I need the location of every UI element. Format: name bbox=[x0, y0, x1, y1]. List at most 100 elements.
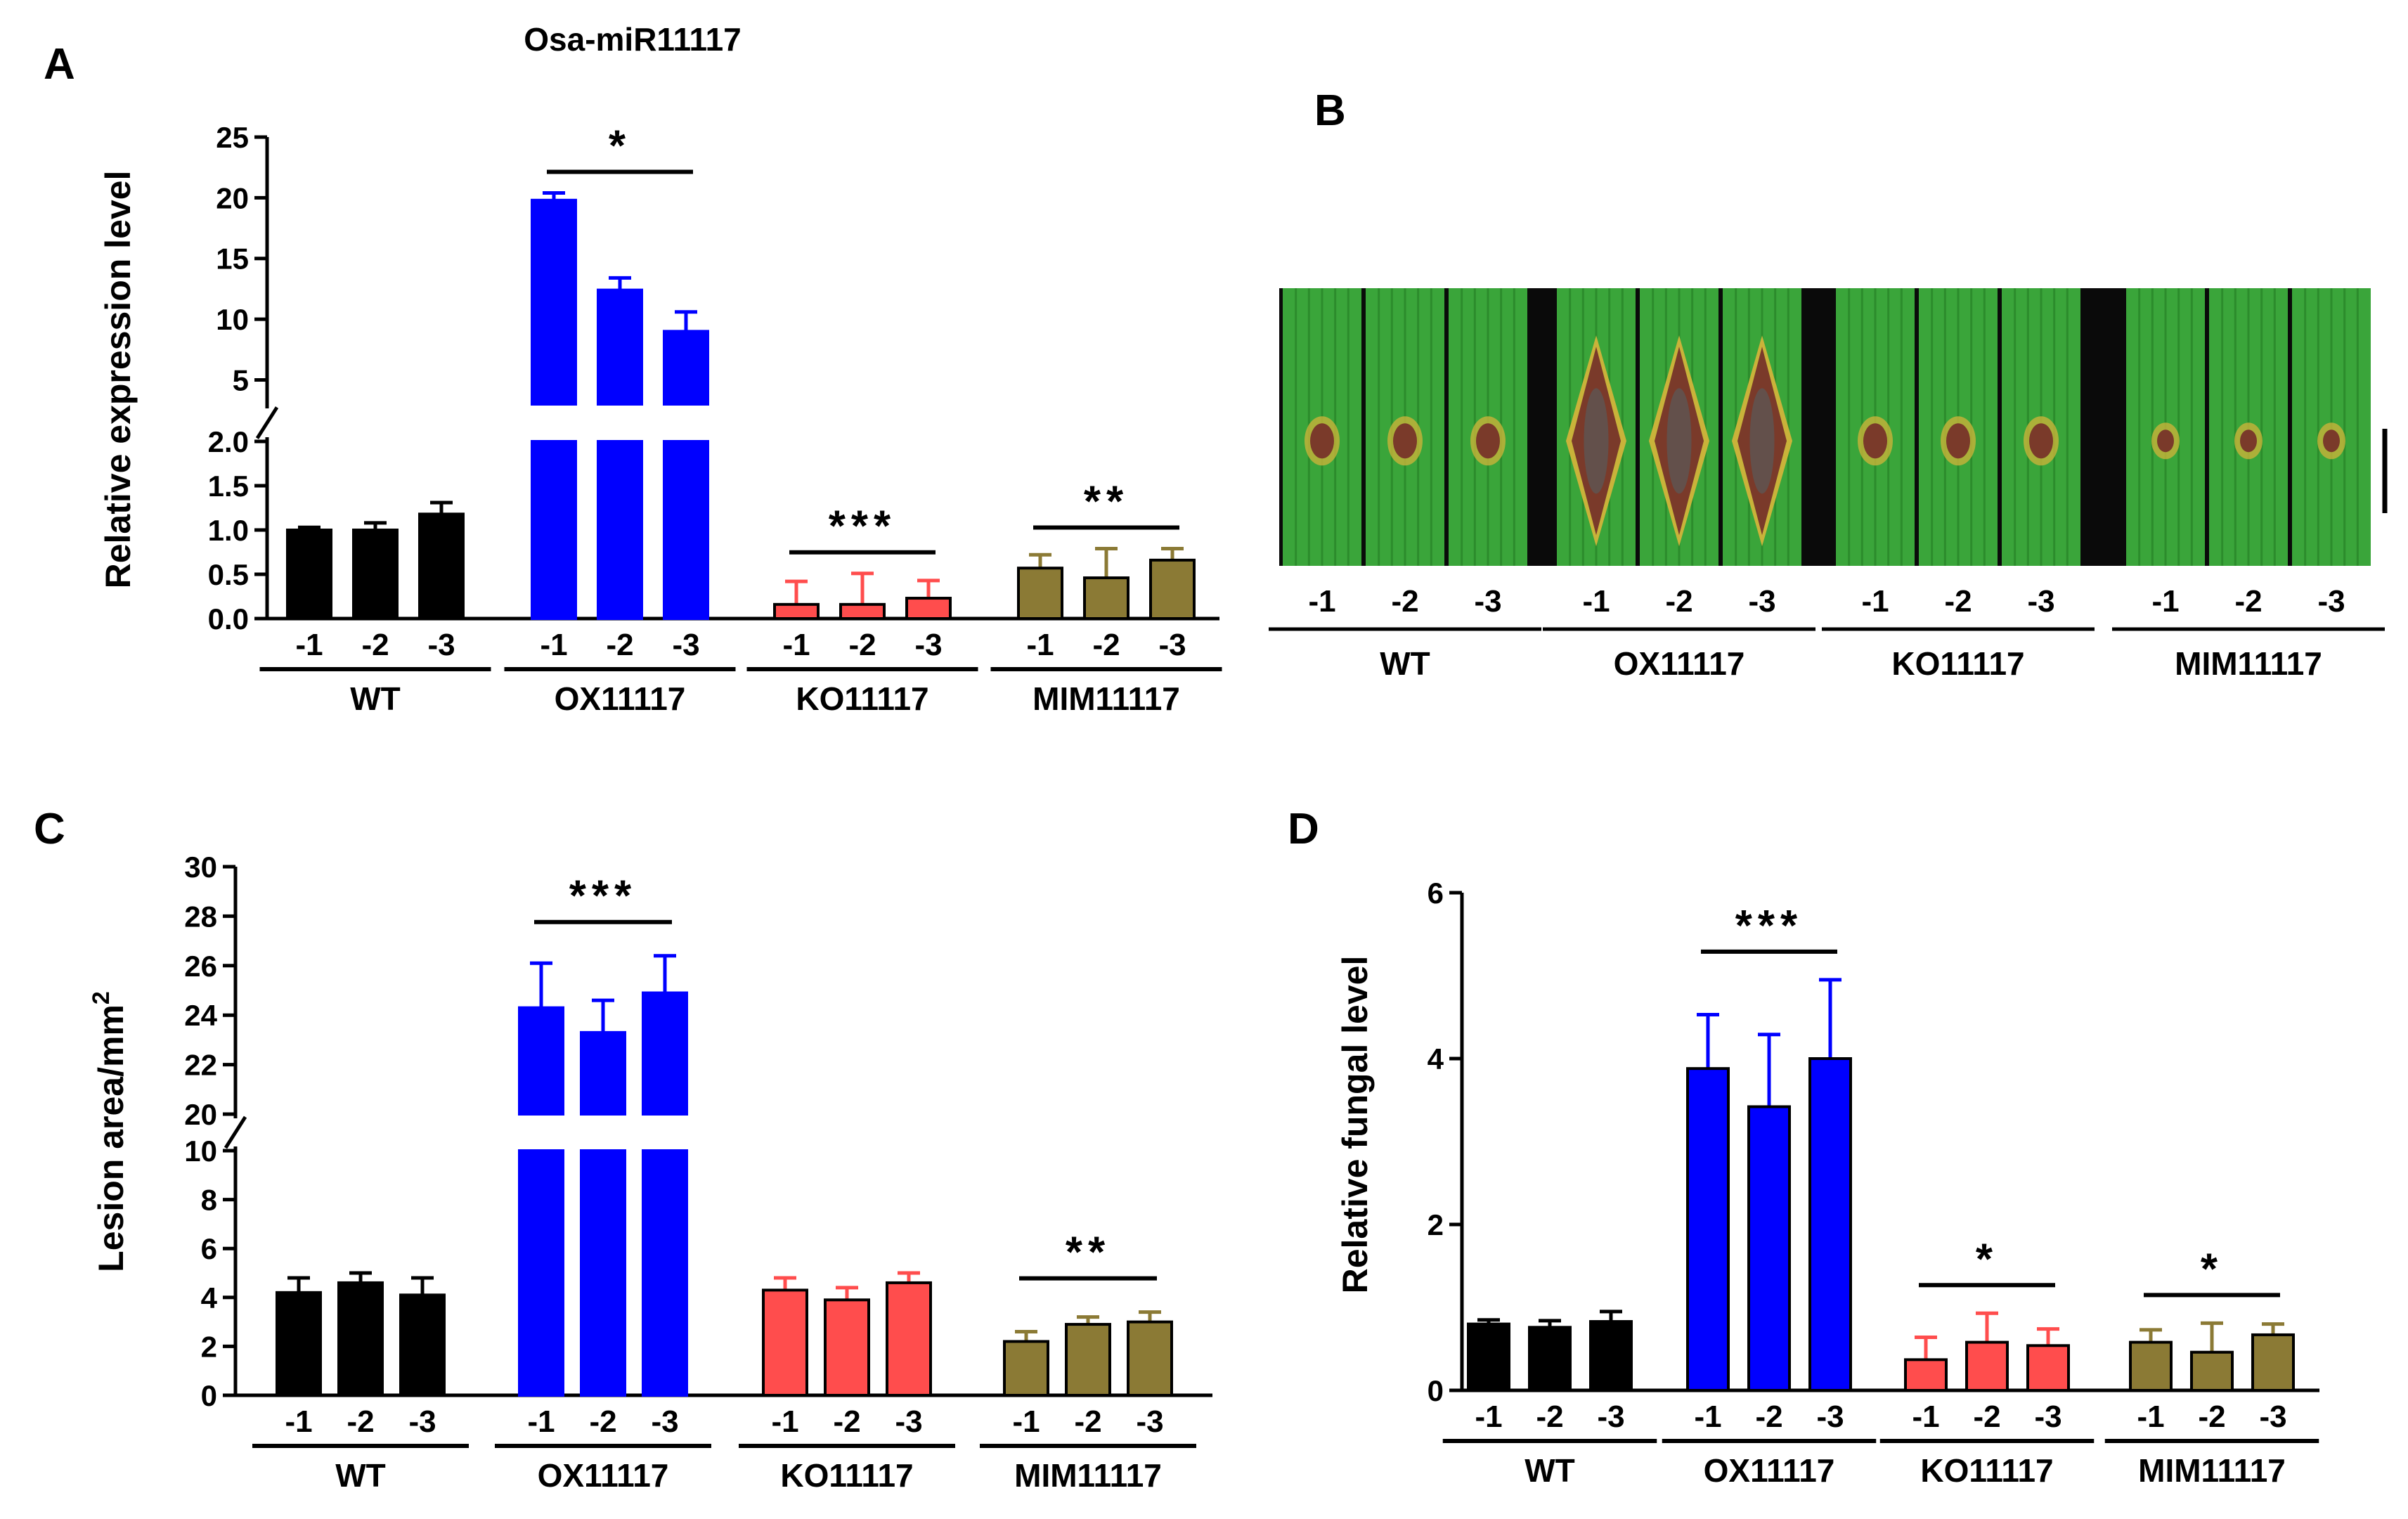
chart-c-group-label: MIM11117 bbox=[1014, 1457, 1162, 1494]
chart-d-group-label: WT bbox=[1525, 1452, 1575, 1489]
leaf-line-label: -2 bbox=[1665, 584, 1692, 619]
leaf-line-label: -2 bbox=[1944, 584, 1972, 619]
chart-a-bar bbox=[286, 529, 332, 620]
lesion-spot bbox=[2157, 429, 2174, 453]
chart-c-ytick-label: 24 bbox=[184, 999, 217, 1032]
chart-c-category-label: -1 bbox=[771, 1404, 798, 1439]
chart-c-axis-break-mark bbox=[224, 1116, 247, 1149]
chart-d-category-label: -1 bbox=[1912, 1400, 1939, 1434]
chart-c-category-label: -2 bbox=[347, 1404, 374, 1439]
chart-c-ytick-label: 26 bbox=[184, 950, 217, 983]
chart-c-ytick-label: 0 bbox=[201, 1379, 217, 1412]
chart-d-ytick-label: 4 bbox=[1428, 1042, 1444, 1075]
chart-a: 0.0 0.5 1.0 1.5 2.0 5 10 15 20 25 Relative express… bbox=[98, 121, 1222, 717]
chart-c-category-label: -2 bbox=[833, 1404, 860, 1439]
chart-c-category-label: -3 bbox=[1136, 1404, 1163, 1439]
chart-c-ytick-label: 2 bbox=[201, 1330, 217, 1363]
chart-a-bar bbox=[531, 198, 577, 406]
chart-a-significance-label: *** bbox=[829, 503, 896, 551]
chart-c-bar bbox=[824, 1298, 870, 1397]
chart-c-bar bbox=[518, 1006, 564, 1116]
chart-a-ytick-label: 1.0 bbox=[208, 514, 249, 547]
chart-a-bar bbox=[663, 440, 709, 620]
chart-c-ytick-label: 8 bbox=[201, 1184, 217, 1217]
lesion-spot bbox=[1863, 423, 1887, 459]
leaf-line-label: -1 bbox=[1861, 584, 1889, 619]
leaf-group-label: MIM11117 bbox=[2175, 645, 2322, 682]
leaf-line-label: -1 bbox=[1308, 584, 1335, 619]
chart-d-significance-label: * bbox=[2201, 1245, 2223, 1293]
panel-a-letter: A bbox=[44, 40, 75, 89]
chart-c-ytick-label: 28 bbox=[184, 900, 217, 933]
chart-d-category-label: -3 bbox=[1597, 1400, 1624, 1434]
chart-c-bar bbox=[1065, 1323, 1111, 1397]
chart-a-bar bbox=[905, 597, 952, 621]
chart-d-bar bbox=[1589, 1320, 1633, 1392]
leaf-group-label: OX11117 bbox=[1614, 645, 1745, 682]
chart-d-ytick-label: 0 bbox=[1428, 1374, 1444, 1407]
chart-d-bar bbox=[1808, 1057, 1852, 1392]
chart-c-bar bbox=[642, 1149, 688, 1397]
leaf-line-label: -2 bbox=[1391, 584, 1418, 619]
chart-d: 0 2 4 6 Relative fungal level -1 -2 -3 WT -1 -2 -3 O… bbox=[1335, 877, 2319, 1489]
chart-d-bar bbox=[1467, 1322, 1510, 1392]
chart-a-category-label: -1 bbox=[1026, 628, 1054, 662]
chart-c-bar bbox=[580, 1030, 626, 1116]
chart-c-category-label: -2 bbox=[589, 1404, 616, 1439]
chart-c-category-label: -2 bbox=[1074, 1404, 1101, 1439]
chart-d-bar bbox=[1965, 1340, 2009, 1392]
chart-c-group-label: OX11117 bbox=[538, 1457, 669, 1494]
chart-c-y-label: Lesion area/mm2 bbox=[88, 991, 131, 1272]
leaf-line-label: -3 bbox=[1474, 584, 1501, 619]
leaf-line-label: -3 bbox=[2027, 584, 2054, 619]
chart-c-bar bbox=[276, 1291, 322, 1397]
leaf-line-label: -2 bbox=[2234, 584, 2262, 619]
chart-a-bar bbox=[597, 440, 643, 620]
leaf-line-label: -3 bbox=[1748, 584, 1775, 619]
chart-c-bar bbox=[642, 991, 688, 1116]
chart-a-category-label: -3 bbox=[427, 628, 455, 662]
chart-a-bar bbox=[418, 512, 465, 620]
chart-a-ytick-label: 0.5 bbox=[208, 558, 249, 591]
chart-c-ytick-label: 10 bbox=[184, 1135, 217, 1168]
chart-d-bar bbox=[2251, 1333, 2295, 1392]
chart-d-significance-label: * bbox=[1976, 1235, 1998, 1284]
chart-d-group-label: MIM11117 bbox=[2138, 1452, 2286, 1489]
chart-c-bar bbox=[886, 1281, 932, 1397]
lesion-center bbox=[1666, 388, 1692, 494]
chart-d-category-label: -1 bbox=[2137, 1400, 2164, 1434]
chart-d-y-label: Relative fungal level bbox=[1335, 956, 1375, 1294]
chart-d-category-label: -2 bbox=[1973, 1400, 2000, 1434]
panel-d-letter: D bbox=[1288, 805, 1319, 853]
chart-c-bar bbox=[580, 1149, 626, 1397]
panel-b-letter: B bbox=[1314, 86, 1346, 135]
chart-a-group-label: WT bbox=[350, 680, 401, 717]
chart-d-bar bbox=[2129, 1340, 2173, 1392]
chart-a-bar bbox=[1149, 558, 1196, 621]
chart-a-category-label: -2 bbox=[361, 628, 389, 662]
leaf-group-label: WT bbox=[1380, 645, 1430, 682]
chart-a-significance-label: * bbox=[609, 122, 631, 170]
chart-d-category-label: -1 bbox=[1475, 1400, 1502, 1434]
chart-a-category-label: -1 bbox=[782, 628, 810, 662]
chart-a-bar bbox=[1017, 567, 1063, 620]
chart-a-ytick-label: 1.5 bbox=[208, 470, 249, 503]
chart-c-category-label: -1 bbox=[285, 1404, 312, 1439]
chart-c-category-label: -3 bbox=[651, 1404, 678, 1439]
chart-d-category-label: -2 bbox=[2198, 1400, 2225, 1434]
chart-d-category-label: -2 bbox=[1536, 1400, 1563, 1434]
chart-d-significance-label: *** bbox=[1735, 902, 1803, 950]
chart-c-bar bbox=[1003, 1340, 1049, 1397]
panel-c-letter: C bbox=[34, 805, 65, 853]
chart-c-significance-label: ** bbox=[1066, 1229, 1111, 1277]
lesion-spot bbox=[2323, 429, 2340, 453]
chart-a-ytick-label: 0.0 bbox=[208, 602, 249, 635]
chart-c-group-label: WT bbox=[335, 1457, 386, 1494]
chart-a-category-label: -3 bbox=[914, 628, 942, 662]
chart-c-ytick-label: 20 bbox=[184, 1098, 217, 1131]
lesion-spot bbox=[1476, 423, 1500, 459]
chart-a-group-label: KO11117 bbox=[796, 680, 928, 717]
chart-c-category-label: -3 bbox=[895, 1404, 922, 1439]
